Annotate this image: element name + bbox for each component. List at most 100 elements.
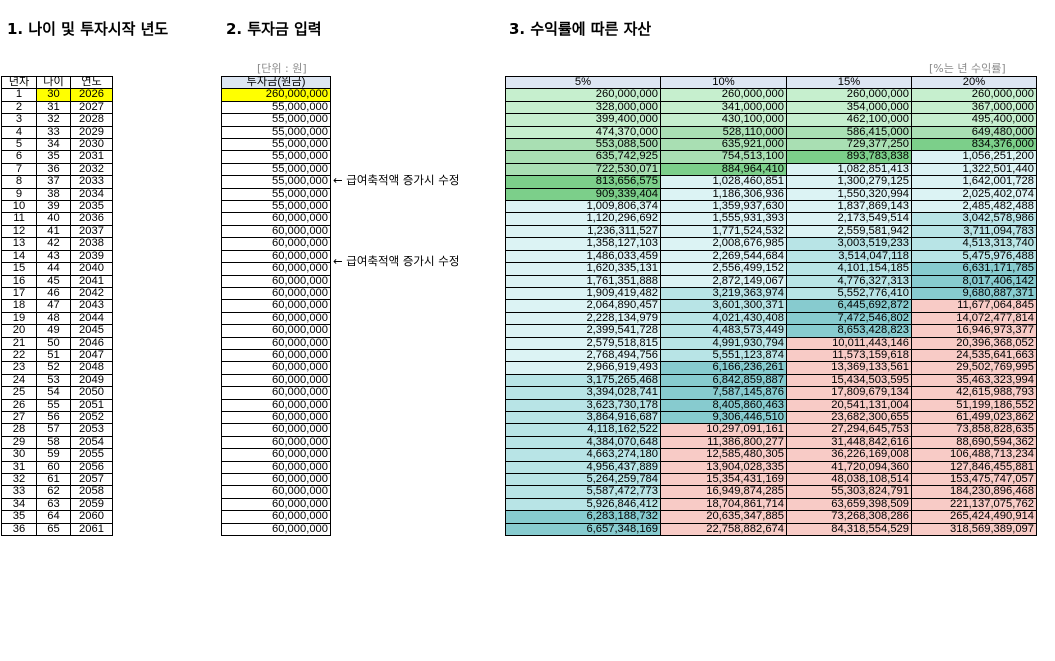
- year-cell[interactable]: 2034: [70, 187, 113, 202]
- investment-cell[interactable]: 60,000,000: [221, 348, 331, 363]
- year-cell[interactable]: 2057: [70, 472, 113, 487]
- age-cell[interactable]: 32: [36, 113, 71, 127]
- year-cell[interactable]: 2053: [70, 423, 113, 437]
- age-cell[interactable]: 52: [36, 361, 71, 375]
- investment-cell[interactable]: 55,000,000: [221, 162, 331, 177]
- year-cell[interactable]: 2059: [70, 497, 113, 512]
- age-cell[interactable]: 53: [36, 373, 71, 388]
- investment-cell[interactable]: 60,000,000: [221, 311, 331, 326]
- investment-cell[interactable]: 60,000,000: [221, 423, 331, 437]
- year-cell[interactable]: 2050: [70, 386, 113, 400]
- age-cell[interactable]: 61: [36, 472, 71, 487]
- investment-cell[interactable]: 60,000,000: [221, 262, 331, 276]
- investment-cell[interactable]: 60,000,000: [221, 410, 331, 425]
- year-cell[interactable]: 2044: [70, 311, 113, 326]
- year-cell[interactable]: 2036: [70, 212, 113, 226]
- age-cell[interactable]: 45: [36, 274, 71, 288]
- investment-cell[interactable]: 55,000,000: [221, 125, 331, 140]
- age-cell[interactable]: 30: [36, 88, 71, 102]
- age-cell[interactable]: 64: [36, 510, 71, 524]
- year-cell[interactable]: 2047: [70, 348, 113, 363]
- year-cell[interactable]: 2031: [70, 150, 113, 164]
- investment-cell[interactable]: 60,000,000: [221, 299, 331, 313]
- age-cell[interactable]: 50: [36, 336, 71, 350]
- year-cell[interactable]: 2049: [70, 373, 113, 388]
- investment-cell[interactable]: 60,000,000: [221, 286, 331, 301]
- year-cell[interactable]: 2060: [70, 510, 113, 524]
- investment-cell[interactable]: 55,000,000: [221, 113, 331, 127]
- year-cell[interactable]: 2058: [70, 485, 113, 499]
- year-cell[interactable]: 2040: [70, 262, 113, 276]
- age-cell[interactable]: 42: [36, 237, 71, 251]
- year-cell[interactable]: 2061: [70, 522, 113, 537]
- year-cell[interactable]: 2039: [70, 249, 113, 264]
- age-cell[interactable]: 63: [36, 497, 71, 512]
- investment-cell[interactable]: 60,000,000: [221, 435, 331, 450]
- age-cell[interactable]: 36: [36, 162, 71, 177]
- investment-cell[interactable]: 55,000,000: [221, 100, 331, 115]
- investment-cell[interactable]: 55,000,000: [221, 187, 331, 202]
- age-cell[interactable]: 54: [36, 386, 71, 400]
- investment-cell[interactable]: 55,000,000: [221, 138, 331, 152]
- investment-cell[interactable]: 60,000,000: [221, 485, 331, 499]
- investment-cell[interactable]: 60,000,000: [221, 386, 331, 400]
- investment-cell[interactable]: 55,000,000: [221, 150, 331, 164]
- investment-cell[interactable]: 60,000,000: [221, 497, 331, 512]
- age-cell[interactable]: 31: [36, 100, 71, 115]
- age-cell[interactable]: 65: [36, 522, 71, 537]
- age-cell[interactable]: 62: [36, 485, 71, 499]
- age-cell[interactable]: 55: [36, 398, 71, 412]
- year-cell[interactable]: 2041: [70, 274, 113, 288]
- year-cell[interactable]: 2038: [70, 237, 113, 251]
- age-cell[interactable]: 35: [36, 150, 71, 164]
- age-cell[interactable]: 47: [36, 299, 71, 313]
- investment-cell[interactable]: 60,000,000: [221, 373, 331, 388]
- age-cell[interactable]: 41: [36, 224, 71, 239]
- year-cell[interactable]: 2026: [70, 88, 113, 102]
- investment-cell[interactable]: 60,000,000: [221, 224, 331, 239]
- year-cell[interactable]: 2056: [70, 460, 113, 475]
- investment-cell[interactable]: 60,000,000: [221, 274, 331, 288]
- year-cell[interactable]: 2035: [70, 200, 113, 214]
- investment-cell[interactable]: 60,000,000: [221, 448, 331, 462]
- year-cell[interactable]: 2043: [70, 299, 113, 313]
- year-cell[interactable]: 2037: [70, 224, 113, 239]
- year-cell[interactable]: 2055: [70, 448, 113, 462]
- investment-cell[interactable]: 60,000,000: [221, 212, 331, 226]
- investment-cell[interactable]: 60,000,000: [221, 522, 331, 537]
- age-cell[interactable]: 60: [36, 460, 71, 475]
- investment-cell[interactable]: 60,000,000: [221, 398, 331, 412]
- investment-cell[interactable]: 260,000,000: [221, 88, 331, 102]
- investment-cell[interactable]: 55,000,000: [221, 175, 331, 189]
- year-cell[interactable]: 2033: [70, 175, 113, 189]
- year-cell[interactable]: 2048: [70, 361, 113, 375]
- age-cell[interactable]: 37: [36, 175, 71, 189]
- investment-cell[interactable]: 55,000,000: [221, 200, 331, 214]
- age-cell[interactable]: 59: [36, 448, 71, 462]
- age-cell[interactable]: 40: [36, 212, 71, 226]
- investment-cell[interactable]: 60,000,000: [221, 460, 331, 475]
- investment-cell[interactable]: 60,000,000: [221, 472, 331, 487]
- age-cell[interactable]: 57: [36, 423, 71, 437]
- investment-cell[interactable]: 60,000,000: [221, 361, 331, 375]
- age-cell[interactable]: 34: [36, 138, 71, 152]
- year-cell[interactable]: 2046: [70, 336, 113, 350]
- age-cell[interactable]: 43: [36, 249, 71, 264]
- age-cell[interactable]: 39: [36, 200, 71, 214]
- age-cell[interactable]: 58: [36, 435, 71, 450]
- year-cell[interactable]: 2032: [70, 162, 113, 177]
- age-cell[interactable]: 46: [36, 286, 71, 301]
- age-cell[interactable]: 48: [36, 311, 71, 326]
- year-cell[interactable]: 2028: [70, 113, 113, 127]
- investment-cell[interactable]: 60,000,000: [221, 237, 331, 251]
- year-cell[interactable]: 2029: [70, 125, 113, 140]
- age-cell[interactable]: 56: [36, 410, 71, 425]
- year-cell[interactable]: 2027: [70, 100, 113, 115]
- investment-cell[interactable]: 60,000,000: [221, 510, 331, 524]
- age-cell[interactable]: 51: [36, 348, 71, 363]
- year-cell[interactable]: 2042: [70, 286, 113, 301]
- year-cell[interactable]: 2054: [70, 435, 113, 450]
- age-cell[interactable]: 38: [36, 187, 71, 202]
- year-cell[interactable]: 2030: [70, 138, 113, 152]
- investment-cell[interactable]: 60,000,000: [221, 249, 331, 264]
